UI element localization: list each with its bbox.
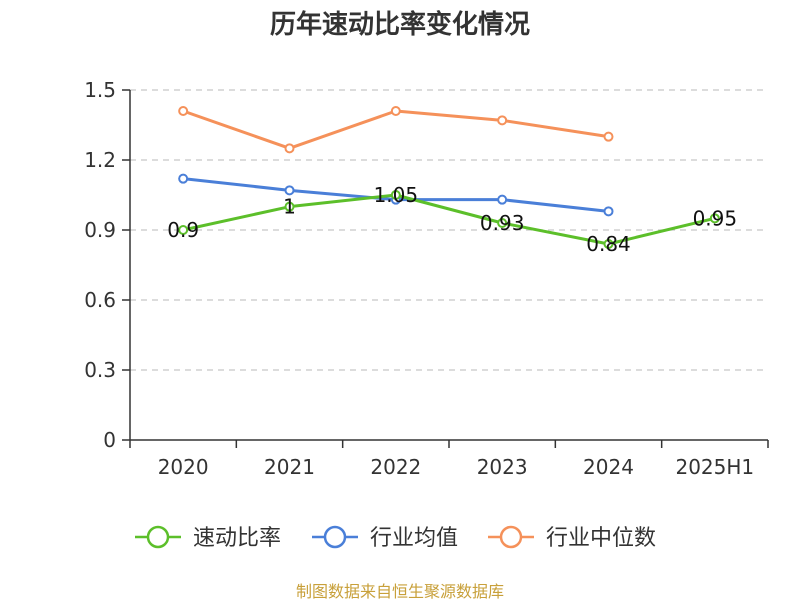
source-footer: 制图数据来自恒生聚源数据库 xyxy=(295,582,504,601)
series-line xyxy=(182,109,609,150)
data-point xyxy=(178,173,189,184)
data-point xyxy=(603,206,614,217)
data-labels: 0.9 1 1.05 0.93 0.84 0.95 xyxy=(167,183,737,256)
data-label: 1.05 xyxy=(374,183,419,207)
y-tick-label: 0.3 xyxy=(84,358,116,382)
chart-title: 历年速动比率变化情况 xyxy=(269,10,530,40)
legend-label: 行业中位数 xyxy=(546,526,656,551)
y-tick-label: 0.6 xyxy=(84,288,116,312)
data-point xyxy=(497,194,508,205)
x-tick-label: 2025H1 xyxy=(675,455,754,479)
y-tick-label: 0.9 xyxy=(84,218,116,242)
data-point xyxy=(497,218,508,228)
x-tick-label: 2023 xyxy=(477,455,528,479)
legend-marker xyxy=(146,525,170,549)
legend-label: 行业均值 xyxy=(370,526,458,551)
data-point xyxy=(284,185,295,196)
data-point xyxy=(709,213,720,224)
legend-marker xyxy=(499,525,523,549)
legend-item[interactable]: 行业均值 xyxy=(312,525,458,551)
data-point xyxy=(178,106,189,116)
data-point xyxy=(390,190,401,200)
data-label: 0.84 xyxy=(586,232,631,256)
data-point xyxy=(284,201,295,212)
data-label: 0.93 xyxy=(480,211,525,235)
data-point xyxy=(284,143,295,154)
x-tick-label: 2021 xyxy=(264,455,315,479)
y-tick-label: 1.5 xyxy=(84,78,116,102)
data-point xyxy=(390,106,401,116)
legend-label: 速动比率 xyxy=(193,526,281,551)
legend-item[interactable]: 行业中位数 xyxy=(488,525,656,551)
x-tick-label: 2022 xyxy=(370,455,421,479)
data-label: 0.9 xyxy=(167,218,199,242)
data-label: 0.95 xyxy=(693,206,738,230)
y-tick-label: 0 xyxy=(103,428,116,452)
x-tick-label: 2024 xyxy=(583,455,634,479)
data-label: 1 xyxy=(283,195,296,219)
legend-item[interactable]: 速动比率 xyxy=(135,525,281,551)
axes: 0 0.3 0.6 0.9 1.2 1.5 2020 2021 2022 2023 2024 2025… xyxy=(84,78,769,479)
data-point xyxy=(603,131,614,142)
data-point xyxy=(603,239,614,249)
series-group xyxy=(178,106,720,249)
data-point xyxy=(178,225,189,235)
grid-lines xyxy=(130,89,768,371)
legend-marker xyxy=(323,525,347,549)
x-tick-label: 2020 xyxy=(158,455,209,479)
series-line xyxy=(182,193,716,246)
legend[interactable]: 速动比率 行业均值 行业中位数 xyxy=(135,525,656,551)
data-point xyxy=(497,115,508,126)
y-tick-label: 1.2 xyxy=(84,148,116,172)
